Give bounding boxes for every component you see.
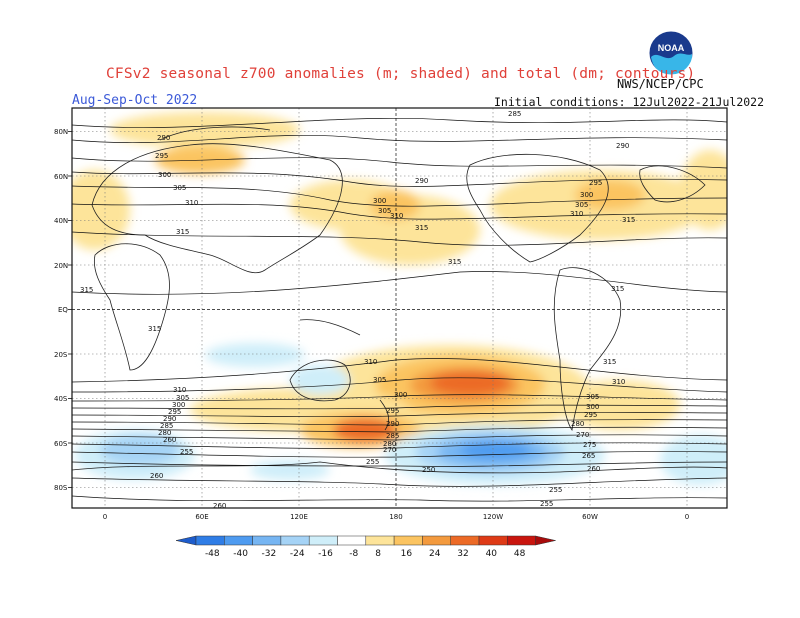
contour-label: 270 <box>383 446 396 454</box>
lon-label: 180 <box>389 513 402 521</box>
contour-label: 310 <box>390 212 403 220</box>
contour-label: 300 <box>394 391 407 399</box>
lon-label: 0 <box>685 513 689 521</box>
contour-label: 265 <box>582 452 595 460</box>
noaa-logo-icon: NOAA <box>648 30 694 76</box>
contour-label: 255 <box>540 500 553 508</box>
lon-label: 60W <box>582 513 598 521</box>
contour-label: 315 <box>603 358 616 366</box>
lat-label: 80N <box>54 128 68 136</box>
contour-label: 310 <box>185 199 198 207</box>
contour-label: 260 <box>587 465 600 473</box>
contour-label: 290 <box>386 420 399 428</box>
contour-label: 290 <box>163 415 176 423</box>
contour-label: 255 <box>549 486 562 494</box>
contour-label: 310 <box>173 386 186 394</box>
lon-label: 0 <box>103 513 107 521</box>
map-frame <box>71 107 728 509</box>
lat-label: 20S <box>54 351 68 359</box>
contour-label-group: 290 295 300 305 310 315 315 315 300 290 … <box>80 110 635 510</box>
lat-label: EQ <box>58 306 68 314</box>
contour-label: 295 <box>155 152 168 160</box>
lat-label: 60N <box>54 173 68 181</box>
contour-label: 305 <box>586 393 599 401</box>
contour-label: 270 <box>576 431 589 439</box>
agency-label: NWS/NCEP/CPC <box>617 77 704 91</box>
contour-label: 255 <box>366 458 379 466</box>
contour-label: 310 <box>364 358 377 366</box>
contour-label: 315 <box>80 286 93 294</box>
contour-label: 305 <box>575 201 588 209</box>
contour-label: 315 <box>622 216 635 224</box>
latitude-labels: 80N 60N 40N 20N EQ 20S 40S 60S 80S <box>54 128 68 492</box>
lat-label: 80S <box>54 484 68 492</box>
contour-label: 290 <box>415 177 428 185</box>
contour-label: 300 <box>158 171 171 179</box>
contour-label: 315 <box>611 285 624 293</box>
lon-label: 60E <box>195 513 208 521</box>
contour-label: 315 <box>448 258 461 266</box>
chart-title: CFSv2 seasonal z700 anomalies (m; shaded… <box>106 66 696 82</box>
contour-label: 305 <box>378 207 391 215</box>
longitude-labels: 0 60E 120E 180 120W 60W 0 <box>103 513 689 521</box>
contour-label: 300 <box>580 191 593 199</box>
lat-label: 40N <box>54 217 68 225</box>
lat-label: 60S <box>54 440 68 448</box>
contour-label: 290 <box>157 134 170 142</box>
contour-label: 315 <box>176 228 189 236</box>
contour-label: 295 <box>589 179 602 187</box>
lon-label: 120W <box>483 513 503 521</box>
contour-label: 260 <box>150 472 163 480</box>
contour-label: 295 <box>386 407 399 415</box>
contour-label: 315 <box>415 224 428 232</box>
contour-label: 295 <box>168 408 181 416</box>
noaa-logo-text: NOAA <box>658 43 685 53</box>
contour-label: 280 <box>383 440 396 448</box>
season-label: Aug-Sep-Oct 2022 <box>72 93 198 108</box>
contour-label: 250 <box>422 466 435 474</box>
contour-label: 300 <box>373 197 386 205</box>
contour-label: 315 <box>148 325 161 333</box>
height-contours <box>72 117 727 502</box>
contour-label: 255 <box>180 448 193 456</box>
contour-label: 300 <box>586 403 599 411</box>
contour-label: 310 <box>612 378 625 386</box>
contour-label: 285 <box>508 110 521 118</box>
contour-label: 285 <box>386 432 399 440</box>
equator-dateline <box>72 108 727 508</box>
contour-label: 305 <box>373 376 386 384</box>
contour-label: 285 <box>160 422 173 430</box>
contour-label: 260 <box>213 502 226 510</box>
graticule <box>72 108 727 508</box>
lat-label: 40S <box>54 395 68 403</box>
contour-label: 280 <box>571 420 584 428</box>
lat-label: 20N <box>54 262 68 270</box>
initial-conditions-label: Initial conditions: 12Jul2022-21Jul2022 <box>494 95 765 109</box>
contour-label: 300 <box>172 401 185 409</box>
contour-label: 280 <box>158 429 171 437</box>
contour-label: 295 <box>584 411 597 419</box>
contour-label: 275 <box>583 441 596 449</box>
contour-label: 310 <box>570 210 583 218</box>
lon-label: 120E <box>290 513 308 521</box>
contour-label: 305 <box>173 184 186 192</box>
contour-label: 305 <box>176 394 189 402</box>
lat-ticks <box>68 131 72 488</box>
contour-label: 290 <box>616 142 629 150</box>
contour-label: 260 <box>163 436 176 444</box>
